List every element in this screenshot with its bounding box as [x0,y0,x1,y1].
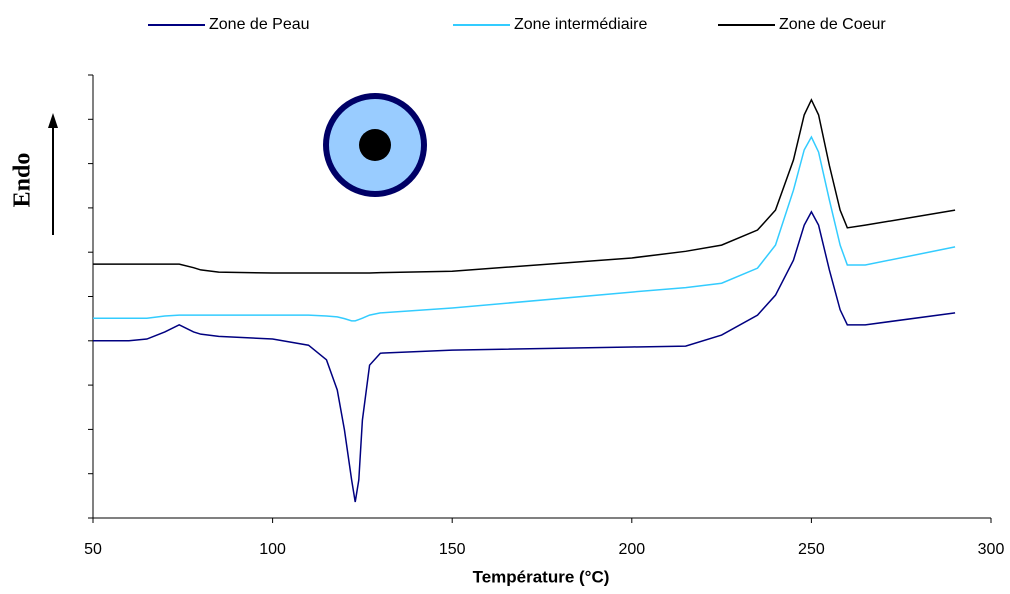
x-tick-label: 250 [798,541,825,558]
x-tick-label: 150 [439,541,466,558]
legend-label: Zone intermédiaire [514,16,648,33]
endo-arrowhead [48,113,58,128]
x-tick-label: 300 [978,541,1005,558]
sample-core [359,129,391,161]
legend-label: Zone de Peau [209,16,310,33]
x-tick-label: 200 [618,541,645,558]
series-line [93,135,956,322]
series-line [93,98,956,274]
y-axis-label: Endo [10,153,36,208]
x-tick-label: 50 [84,541,102,558]
x-axis-label: Température (°C) [473,567,610,586]
legend-label: Zone de Coeur [779,16,886,33]
x-tick-label: 100 [259,541,286,558]
series-line [93,210,956,503]
